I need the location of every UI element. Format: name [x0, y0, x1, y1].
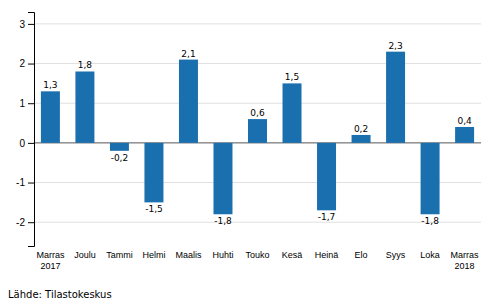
x-tick-label-line: 2017	[40, 261, 60, 271]
data-label: 1,5	[285, 72, 299, 82]
grid-line	[34, 23, 481, 24]
x-tick-label: Maalis	[175, 250, 202, 260]
x-tick-label-line: Kesä	[282, 250, 303, 260]
x-tick-label-line: Helmi	[142, 250, 165, 260]
bar	[213, 143, 232, 214]
y-tick: 3	[19, 19, 34, 30]
y-tick-mark	[28, 64, 34, 65]
y-tick-label: -1	[16, 177, 25, 188]
data-label: -1,8	[421, 216, 439, 226]
x-tick-label-line: Touko	[245, 250, 269, 260]
y-tick-mark	[28, 103, 34, 104]
x-tick: Touko	[245, 250, 269, 260]
x-tick-label: Marras2017	[36, 250, 65, 271]
x-tick: Marras2018	[451, 250, 480, 271]
data-label: 0,2	[354, 124, 368, 134]
x-tick-label-line: Elo	[355, 250, 368, 260]
x-tick-label-line: Loka	[420, 250, 440, 260]
y-tick-label: 3	[19, 19, 25, 30]
chart: 1,3 1,8 -0,2 -1,5 2,1 -1,8 0,6 1,5 -1,7 0,2 2,3 -1,…	[0, 0, 493, 304]
grid	[34, 24, 481, 222]
y-tick-mark	[28, 183, 34, 184]
y-tick-mark	[28, 222, 34, 223]
data-label: -1,8	[214, 216, 232, 226]
y-tick-label: 1	[19, 98, 25, 109]
x-tick-label: Tammi	[106, 250, 133, 260]
y-tick: -1	[16, 177, 34, 188]
y-tick: 2	[19, 58, 34, 69]
grid-line	[34, 103, 481, 104]
x-tick: Elo	[355, 250, 368, 260]
plot: 1,3 1,8 -0,2 -1,5 2,1 -1,8 0,6 1,5 -1,7 0,2 2,3 -1,…	[16, 13, 481, 272]
grid-line	[34, 63, 481, 64]
data-label: 2,1	[181, 49, 195, 59]
x-tick: Joulu	[74, 250, 96, 260]
x-tick-label: Marras2018	[451, 250, 480, 271]
y-tick-mark	[28, 143, 34, 144]
data-label: 0,6	[250, 108, 265, 118]
x-tick: Loka	[420, 250, 440, 260]
x-tick-label-line: Heinä	[315, 250, 339, 260]
y-axis: -2 -1 0 1 2 3	[16, 13, 34, 247]
x-tick: Syys	[386, 250, 406, 260]
bar	[352, 135, 371, 143]
bar	[386, 52, 405, 143]
x-tick-label: Syys	[386, 250, 406, 260]
x-tick-label-line: Joulu	[74, 250, 96, 260]
x-axis: Marras2017JouluTammiHelmiMaalisHuhtiTouk…	[36, 250, 479, 271]
bar	[179, 60, 198, 143]
bar	[421, 143, 440, 214]
data-labels: 1,3 1,8 -0,2 -1,5 2,1 -1,8 0,6 1,5 -1,7 0,2 2,3 -1,…	[43, 41, 472, 226]
x-tick-label: Helmi	[142, 250, 165, 260]
x-tick-label: Huhti	[212, 250, 233, 260]
y-axis-line	[28, 13, 35, 247]
data-label: 1,3	[43, 80, 57, 90]
x-tick-label: Loka	[420, 250, 440, 260]
bar	[317, 143, 336, 210]
x-tick-label: Touko	[245, 250, 269, 260]
bar	[455, 127, 474, 143]
y-tick-label: 2	[19, 58, 25, 69]
data-label: -0,2	[111, 153, 129, 163]
grid-line	[34, 222, 481, 223]
data-label: -1,5	[145, 204, 163, 214]
bars	[41, 52, 474, 215]
x-tick-label-line: Marras	[451, 250, 480, 260]
x-tick: Tammi	[106, 250, 133, 260]
x-tick-label: Kesä	[282, 250, 303, 260]
x-tick-label-line: 2018	[455, 261, 475, 271]
data-label: -1,7	[318, 212, 336, 222]
grid-line	[34, 182, 481, 183]
y-tick: -2	[16, 217, 34, 228]
x-tick-label-line: Marras	[36, 250, 65, 260]
x-tick: Huhti	[212, 250, 233, 260]
x-tick-label: Heinä	[315, 250, 339, 260]
bar	[41, 91, 60, 143]
bar	[144, 143, 163, 202]
x-tick-label-line: Maalis	[175, 250, 202, 260]
data-label: 2,3	[388, 41, 402, 51]
x-tick: Helmi	[142, 250, 165, 260]
x-tick-label-line: Tammi	[106, 250, 133, 260]
x-tick-label-line: Syys	[386, 250, 406, 260]
y-tick-label: 0	[19, 138, 25, 149]
bar	[75, 71, 94, 142]
x-tick-label-line: Huhti	[212, 250, 233, 260]
y-tick-label: -2	[16, 217, 25, 228]
bar	[283, 83, 302, 142]
bar	[248, 119, 267, 143]
data-label: 1,8	[78, 60, 93, 70]
x-tick: Heinä	[315, 250, 339, 260]
x-tick: Maalis	[175, 250, 202, 260]
x-tick: Marras2017	[36, 250, 65, 271]
x-tick-label: Joulu	[74, 250, 96, 260]
y-tick-mark	[28, 24, 34, 25]
x-tick: Kesä	[282, 250, 303, 260]
footer: Lähde: Tilastokeskus	[8, 289, 112, 300]
y-tick: 1	[19, 98, 34, 109]
y-tick: 0	[19, 138, 34, 149]
bar	[110, 143, 129, 151]
x-tick-label: Elo	[355, 250, 368, 260]
data-label: 0,4	[457, 116, 472, 126]
